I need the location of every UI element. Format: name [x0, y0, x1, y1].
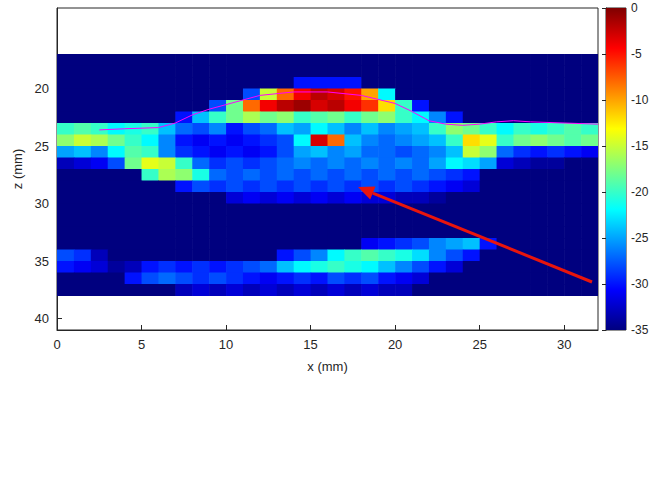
svg-text:35: 35	[35, 254, 49, 269]
svg-text:30: 30	[35, 196, 49, 211]
svg-text:x (mm): x (mm)	[307, 359, 347, 374]
svg-text:25: 25	[35, 139, 49, 154]
svg-text:30: 30	[557, 337, 571, 352]
svg-text:40: 40	[35, 311, 49, 326]
svg-text:0: 0	[53, 337, 60, 352]
svg-text:25: 25	[472, 337, 486, 352]
svg-text:20: 20	[388, 337, 402, 352]
svg-text:15: 15	[303, 337, 317, 352]
svg-text:z (mm): z (mm)	[10, 149, 25, 189]
svg-text:10: 10	[219, 337, 233, 352]
svg-text:0: 0	[631, 1, 638, 15]
svg-text:-20: -20	[631, 185, 649, 199]
svg-text:20: 20	[35, 81, 49, 96]
svg-text:-10: -10	[631, 93, 649, 107]
svg-text:-35: -35	[631, 323, 649, 337]
svg-text:-30: -30	[631, 277, 649, 291]
svg-text:5: 5	[138, 337, 145, 352]
svg-text:-15: -15	[631, 139, 649, 153]
svg-text:-25: -25	[631, 231, 649, 245]
svg-text:-5: -5	[631, 47, 642, 61]
